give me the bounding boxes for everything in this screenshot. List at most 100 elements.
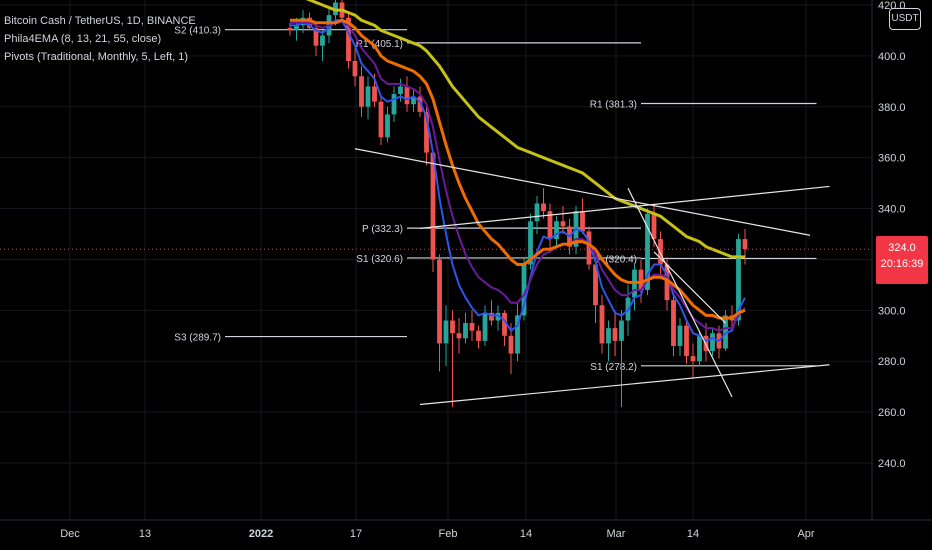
candle-body	[352, 60, 358, 77]
candle-body	[619, 320, 624, 341]
candle-body	[346, 17, 351, 61]
price-tick-label: 280.0	[878, 356, 906, 368]
candle-body	[411, 96, 416, 105]
candle-body	[443, 320, 449, 344]
pivot-label: P (332.3)	[362, 224, 403, 235]
grid	[0, 0, 872, 520]
candle-body	[606, 328, 611, 344]
ema-line-21	[290, 18, 746, 320]
candle-body	[723, 315, 728, 349]
candle-body	[424, 111, 429, 153]
ema-line-55	[305, 0, 745, 259]
candle-body	[385, 114, 390, 138]
currency-button[interactable]: USDT	[889, 8, 921, 30]
pivot-label: S3 (289.7)	[174, 333, 221, 344]
trendline	[653, 251, 726, 324]
time-tick-label: 14	[520, 528, 532, 540]
trendline	[354, 148, 811, 236]
candle-body	[450, 320, 455, 334]
candle-body	[742, 239, 748, 250]
price-tick-label: 380.0	[878, 102, 906, 114]
price-tick-label: 360.0	[878, 153, 906, 165]
time-tick-label: 17	[350, 528, 362, 540]
time-tick-label: 13	[139, 528, 151, 540]
candle-body	[547, 211, 553, 240]
pivot-label: P (320.4)	[596, 254, 637, 265]
pivot-label: R1 (405.1)	[356, 39, 403, 50]
candle-body	[664, 264, 670, 301]
pivot-label: S1 (320.6)	[356, 254, 403, 265]
candle-body	[430, 152, 436, 260]
candle-body	[677, 325, 683, 346]
candle-body	[593, 264, 598, 306]
pivot-label: R1 (381.3)	[590, 99, 637, 110]
candle-body	[437, 259, 442, 344]
candle-body	[489, 312, 494, 321]
candle-body	[320, 35, 325, 46]
time-tick-label: 14	[687, 528, 699, 540]
pivot-label: S2 (410.3)	[174, 26, 221, 37]
candle-body	[541, 203, 546, 212]
candle-body	[404, 86, 410, 105]
candle-body	[658, 239, 663, 265]
trendline	[627, 187, 733, 398]
candle-body	[690, 356, 696, 362]
candle-body	[502, 312, 507, 336]
price-tick-label: 240.0	[878, 458, 906, 470]
indicator-pivots-legend[interactable]: Pivots (Traditional, Monthly, 5, Left, 1…	[4, 51, 189, 63]
indicator-ema-legend[interactable]: Phila4EMA (8, 13, 21, 55, close)	[4, 33, 162, 45]
price-axis: 420.0400.0380.0360.0340.0320.0300.0280.0…	[871, 0, 906, 520]
candle-body	[313, 27, 319, 46]
candle-body	[580, 211, 585, 232]
ema-line-13	[290, 19, 746, 332]
candle-body	[586, 231, 592, 265]
trendline	[419, 185, 830, 229]
time-tick-label: Apr	[797, 528, 814, 540]
price-tick-label: 260.0	[878, 407, 906, 419]
candle-body	[710, 333, 715, 352]
candle-body	[528, 221, 533, 265]
candle-body	[645, 213, 650, 290]
candle-body	[469, 323, 475, 331]
candle-body	[359, 76, 364, 107]
candle-body	[508, 335, 514, 354]
pivot-label: S1 (278.2)	[590, 362, 637, 373]
candle-body	[560, 221, 566, 227]
chart-legend: Bitcoin Cash / TetherUS, 1D, BINANCE Phi…	[4, 12, 196, 66]
price-tick-label: 340.0	[878, 204, 906, 216]
candle-body	[463, 323, 468, 339]
candle-body	[736, 239, 741, 321]
pivot-lines: S2 (410.3) S3 (289.7) R1 (405.1) P (332.3) S…	[174, 26, 817, 373]
candle-body	[482, 312, 488, 341]
candle-body	[651, 213, 657, 240]
time-tick-label: Feb	[439, 528, 458, 540]
candle-body	[495, 312, 501, 321]
candle-body	[534, 203, 540, 222]
candle-body	[671, 300, 676, 346]
candle-body	[476, 330, 481, 341]
candle-body	[638, 269, 644, 290]
trendline	[419, 364, 830, 406]
candle-body	[456, 333, 462, 339]
candle-body	[515, 315, 520, 354]
candle-body	[378, 101, 384, 138]
candle-body	[365, 86, 371, 107]
price-tick-label: 400.0	[878, 51, 906, 63]
ema-lines	[290, 0, 746, 342]
candlestick-series	[287, 0, 748, 408]
candle-body	[287, 27, 293, 31]
candle-body	[372, 86, 377, 102]
candle-body	[612, 328, 618, 341]
time-tick-label: Dec	[60, 528, 80, 540]
candle-body	[684, 325, 689, 357]
bar-countdown: 20:16:39	[880, 258, 924, 270]
last-price-value: 324.0	[888, 242, 916, 254]
candle-body	[398, 86, 403, 95]
candle-body	[599, 305, 605, 344]
last-price-badge: 324.0 20:16:39	[876, 236, 928, 284]
price-tick-label: 300.0	[878, 305, 906, 317]
candle-body	[554, 221, 559, 240]
time-axis: Dec 13 2022 17 Feb 14 Mar 14 Apr	[0, 519, 932, 540]
symbol-title[interactable]: Bitcoin Cash / TetherUS, 1D, BINANCE	[4, 15, 196, 27]
